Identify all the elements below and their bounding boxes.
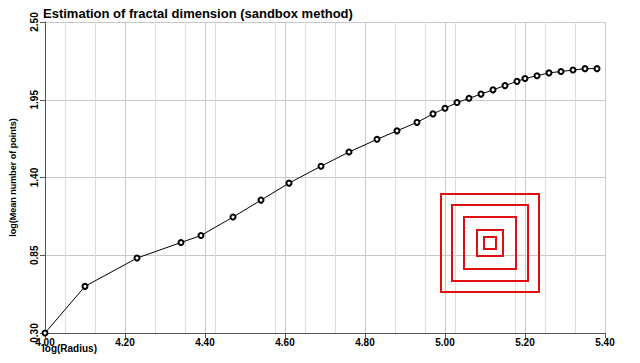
svg-text:log(Radius): log(Radius) <box>42 342 97 354</box>
svg-text:4.80: 4.80 <box>355 337 375 348</box>
svg-text:4.00: 4.00 <box>35 337 55 348</box>
svg-text:0.85: 0.85 <box>29 245 40 265</box>
svg-text:5.40: 5.40 <box>595 337 615 348</box>
svg-text:1.95: 1.95 <box>29 90 40 110</box>
svg-text:log(Mean number of points): log(Mean number of points) <box>8 118 18 237</box>
svg-text:4.20: 4.20 <box>115 337 135 348</box>
svg-text:4.40: 4.40 <box>195 337 215 348</box>
svg-text:0.30: 0.30 <box>28 323 40 343</box>
svg-text:2.50: 2.50 <box>29 12 40 32</box>
svg-text:Estimation of fractal dimensio: Estimation of fractal dimension (sandbox… <box>43 6 353 21</box>
svg-text:5.00: 5.00 <box>435 337 455 348</box>
svg-text:5.20: 5.20 <box>515 337 535 348</box>
svg-text:1.40: 1.40 <box>29 167 40 187</box>
svg-text:4.60: 4.60 <box>275 337 295 348</box>
